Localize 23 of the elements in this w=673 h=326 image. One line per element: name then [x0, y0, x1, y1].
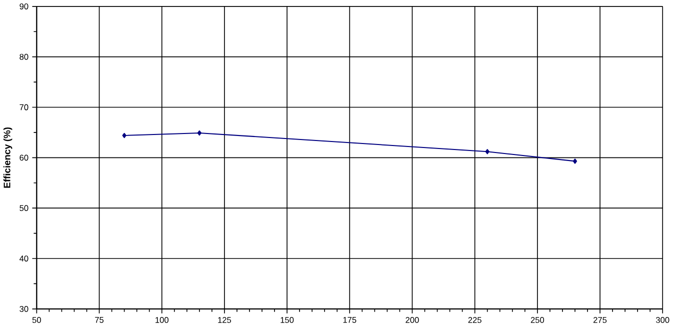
point [122, 132, 126, 138]
y-axis-title: Efficiency (%) [3, 127, 12, 188]
x-tick-label: 150 [280, 316, 294, 323]
x-tick-label: 75 [95, 316, 104, 323]
x-tick-label: 175 [343, 316, 356, 323]
x-tick-label: 250 [530, 316, 544, 323]
y-tick-label: 30 [20, 306, 28, 312]
y-tick-label: 60 [20, 154, 28, 160]
x-tick-label: 100 [156, 316, 168, 323]
y-tick-label: 50 [20, 204, 28, 211]
x-tick-label: 300 [656, 316, 670, 323]
x-tick-label: 50 [32, 316, 41, 323]
y-tick-label: 70 [20, 104, 28, 110]
y-tick-label: 90 [20, 3, 28, 10]
y-tick-label: 40 [20, 255, 28, 262]
x-tick-label: 275 [594, 316, 607, 323]
point [485, 148, 490, 154]
x-tick-label: 200 [406, 316, 419, 323]
point [572, 158, 578, 164]
x-tick-label: 125 [218, 316, 232, 323]
point [197, 130, 202, 136]
x-tick-label: 225 [468, 316, 482, 323]
y-tick-label: 80 [20, 54, 28, 60]
